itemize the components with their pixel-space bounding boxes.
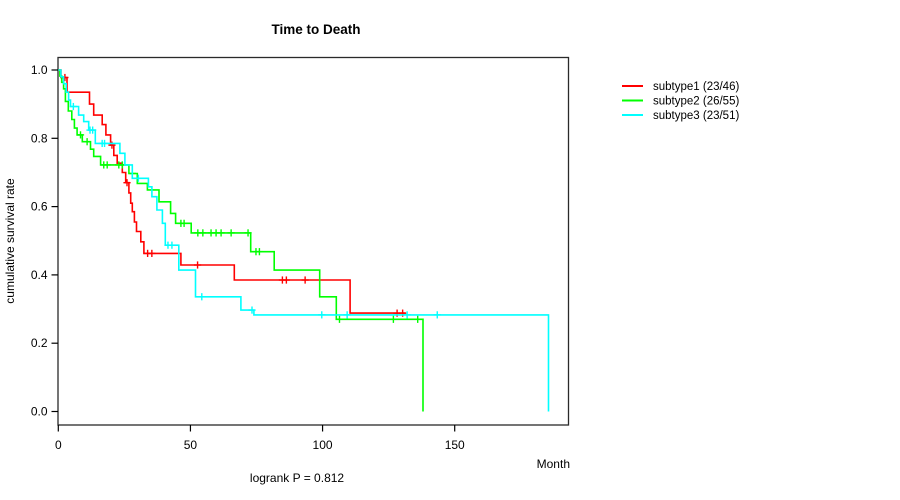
y-tick-label: 0.4: [31, 268, 48, 282]
censor-mark-subtype3: [433, 311, 441, 319]
legend-label: subtype3 (23/51): [653, 110, 739, 122]
censor-mark-subtype1: [301, 276, 309, 284]
censor-mark-subtype2: [414, 315, 422, 323]
x-tick-label: 0: [55, 438, 62, 452]
legend-row-subtype2: subtype2 (26/55): [622, 96, 739, 108]
y-tick-label: 0.8: [31, 131, 48, 145]
censor-mark-subtype3: [403, 311, 411, 319]
censor-mark-subtype2: [83, 138, 91, 146]
censor-mark-subtype1: [193, 261, 202, 269]
censor-mark-subtype2: [389, 315, 397, 323]
censor-mark-subtype2: [227, 229, 235, 237]
legend-row-subtype3: subtype3 (23/51): [622, 110, 739, 122]
y-tick-label: 1.0: [31, 63, 48, 77]
logrank-p-value: logrank P = 0.812: [250, 471, 345, 485]
x-axis-label: Month: [537, 457, 570, 471]
censor-mark-subtype2: [103, 161, 111, 169]
censor-mark-subtype3: [100, 139, 109, 148]
censor-mark-subtype2: [180, 219, 188, 227]
legend-label: subtype1 (23/46): [653, 81, 739, 93]
censor-mark-subtype3: [343, 311, 351, 319]
legend: subtype1 (23/46) subtype2 (26/55) subtype3…: [622, 81, 739, 122]
y-tick-label: 0.2: [31, 336, 48, 350]
plot-box: [57, 56, 570, 426]
censor-mark-subtype3: [168, 241, 176, 249]
censor-mark-subtype3: [318, 311, 326, 319]
axes: 0.0 0.2 0.4 0.6 0.8 1.0 0 50 100 150: [31, 56, 570, 452]
y-tick-label: 0.6: [31, 200, 48, 214]
censor-mark-subtype2: [244, 229, 252, 237]
plot-title: Time to Death: [271, 22, 360, 37]
censor-mark-subtype1: [148, 249, 156, 257]
censor-mark-subtype1: [123, 179, 131, 187]
censor-mark-subtype2: [76, 131, 85, 139]
censor-mark-subtype2: [255, 248, 264, 256]
km-curve-subtype1: [58, 69, 406, 314]
y-axis-label: cumulative survival rate: [3, 178, 17, 304]
censor-mark-subtype2: [335, 315, 344, 323]
legend-label: subtype2 (26/55): [653, 96, 739, 108]
x-tick-label: 150: [445, 438, 465, 452]
censor-mark-subtype2: [217, 229, 225, 237]
censor-mark-subtype3: [134, 174, 142, 182]
censor-mark-subtype3: [198, 293, 206, 301]
legend-row-subtype1: subtype1 (23/46): [622, 81, 739, 93]
y-tick-label: 0.0: [31, 405, 48, 419]
censor-mark-subtype3: [89, 126, 97, 134]
x-tick-label: 50: [184, 438, 198, 452]
censor-mark-subtype3: [69, 102, 77, 111]
km-curve-subtype2: [58, 69, 424, 412]
x-tick-label: 100: [313, 438, 333, 452]
censor-mark-subtype2: [199, 229, 207, 237]
censor-mark-subtype3: [248, 306, 256, 314]
censor-mark-subtype1: [282, 276, 290, 284]
km-curve-subtype3: [58, 69, 550, 412]
survival-curves: [58, 69, 550, 412]
